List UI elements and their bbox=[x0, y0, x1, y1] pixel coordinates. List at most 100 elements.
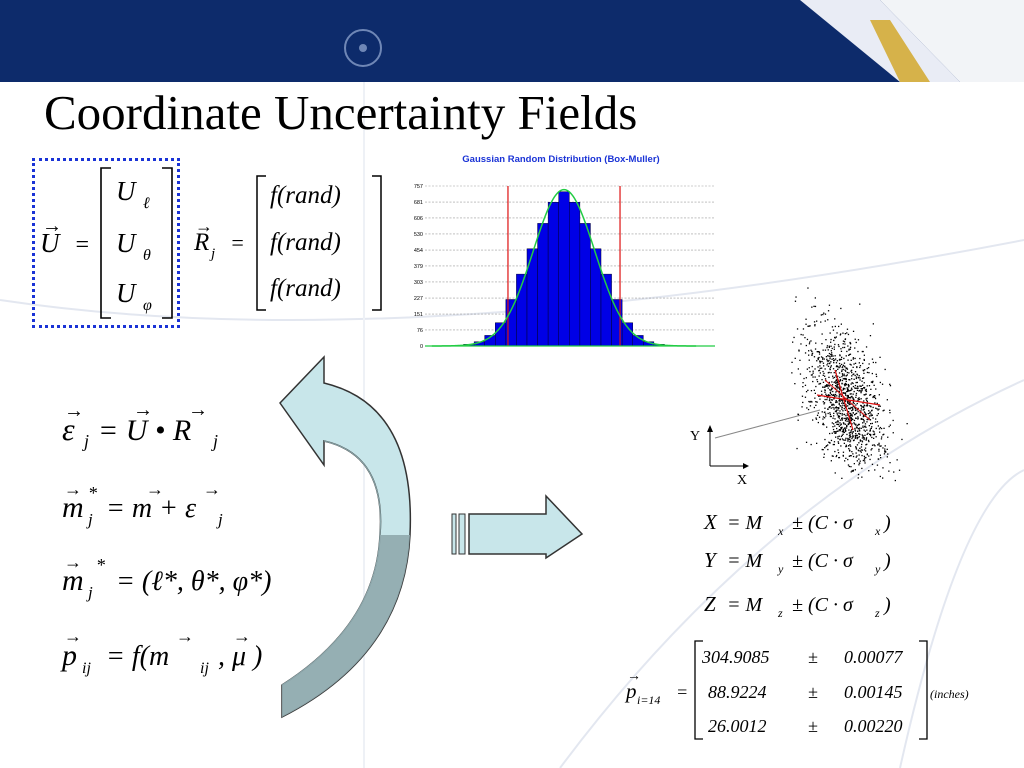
scatter-point bbox=[844, 430, 846, 432]
scatter-point bbox=[879, 405, 881, 407]
scatter-point bbox=[843, 362, 846, 364]
scatter-point bbox=[837, 452, 840, 454]
scatter-point bbox=[844, 398, 846, 400]
scatter-point bbox=[837, 409, 839, 411]
scatter-point bbox=[838, 400, 840, 402]
scatter-point bbox=[806, 368, 808, 370]
scatter-point bbox=[833, 362, 835, 364]
scatter-point bbox=[859, 385, 861, 387]
scatter-point bbox=[822, 381, 825, 383]
scatter-point bbox=[853, 419, 856, 422]
scatter-point bbox=[862, 377, 864, 379]
scatter-point bbox=[856, 427, 858, 429]
scatter-point bbox=[906, 423, 908, 425]
scatter-point bbox=[832, 355, 834, 357]
scatter-point bbox=[863, 359, 865, 361]
scatter-point bbox=[880, 438, 883, 440]
scatter-point bbox=[838, 415, 840, 417]
scatter-point bbox=[832, 428, 835, 431]
scatter-point bbox=[821, 379, 823, 381]
r-row-3: f(rand) bbox=[270, 275, 341, 302]
scatter-point bbox=[846, 332, 848, 334]
scatter-point bbox=[855, 456, 857, 458]
scatter-point bbox=[830, 350, 832, 352]
scatter-point bbox=[816, 442, 818, 444]
scatter-point bbox=[879, 381, 881, 384]
scatter-point bbox=[831, 326, 834, 328]
scatter-point bbox=[850, 455, 852, 457]
scatter-point bbox=[854, 427, 856, 430]
scatter-point bbox=[855, 426, 858, 428]
scatter-point bbox=[871, 381, 873, 383]
scatter-point bbox=[856, 444, 859, 446]
y-tick-label: 303 bbox=[414, 280, 423, 286]
scatter-point bbox=[821, 360, 823, 363]
scatter-point bbox=[847, 440, 849, 442]
scatter-point bbox=[824, 320, 826, 322]
scatter-point bbox=[874, 445, 876, 447]
scatter-point bbox=[833, 431, 835, 433]
scatter-point bbox=[870, 454, 872, 456]
scatter-point bbox=[859, 450, 861, 452]
scatter-point bbox=[811, 354, 813, 356]
scatter-point bbox=[817, 421, 819, 424]
scatter-point bbox=[883, 433, 885, 435]
scatter-point bbox=[830, 341, 832, 343]
scatter-point bbox=[879, 475, 881, 478]
scatter-point bbox=[845, 415, 847, 417]
scatter-point bbox=[841, 430, 843, 433]
scatter-point bbox=[817, 366, 819, 368]
scatter-point bbox=[847, 359, 849, 361]
scatter-point bbox=[872, 361, 874, 364]
scatter-point bbox=[819, 360, 821, 362]
scatter-point bbox=[848, 465, 850, 468]
scatter-point bbox=[837, 416, 839, 418]
scatter-point bbox=[833, 404, 835, 406]
scatter-point bbox=[858, 464, 860, 466]
scatter-point bbox=[876, 464, 879, 466]
scatter-point bbox=[822, 370, 824, 373]
scatter-point bbox=[853, 363, 855, 365]
scatter-point bbox=[847, 401, 849, 403]
scatter-point bbox=[812, 370, 814, 372]
scatter-point bbox=[855, 381, 857, 384]
scatter-point bbox=[839, 388, 841, 390]
scatter-point bbox=[839, 380, 841, 382]
scatter-point bbox=[858, 423, 860, 426]
scatter-point bbox=[839, 419, 841, 421]
u-vector-box bbox=[32, 158, 180, 328]
scatter-point bbox=[856, 402, 858, 405]
scatter-point bbox=[866, 399, 868, 402]
scatter-point bbox=[818, 353, 821, 355]
scatter-point bbox=[868, 372, 870, 374]
scatter-point bbox=[849, 440, 852, 442]
eq-z-rhs: ± (C · σ bbox=[792, 594, 854, 616]
scatter-point bbox=[852, 412, 854, 414]
scatter-point bbox=[811, 350, 813, 353]
scatter-point bbox=[841, 477, 843, 479]
scatter-point bbox=[826, 385, 829, 387]
scatter-point bbox=[838, 415, 841, 417]
scatter-point bbox=[832, 406, 834, 409]
scatter-point bbox=[846, 420, 848, 422]
scatter-axes: Y X bbox=[690, 409, 821, 488]
scatter-point bbox=[836, 365, 838, 367]
scatter-point bbox=[848, 448, 850, 450]
scatter-point bbox=[839, 405, 841, 407]
scatter-point bbox=[869, 433, 871, 435]
scatter-point bbox=[852, 405, 854, 407]
scatter-x-label: X bbox=[737, 473, 747, 488]
scatter-point bbox=[857, 399, 860, 401]
scatter-point bbox=[839, 376, 841, 379]
scatter-point bbox=[873, 437, 875, 439]
y-tick-label: 379 bbox=[414, 264, 423, 270]
scatter-point bbox=[845, 380, 847, 382]
scatter-point bbox=[843, 357, 845, 360]
scatter-point bbox=[826, 426, 828, 428]
scatter-point bbox=[861, 437, 864, 439]
r-eq: = bbox=[230, 230, 245, 255]
scatter-point bbox=[846, 424, 848, 427]
scatter-point bbox=[836, 423, 838, 425]
scatter-point bbox=[884, 450, 886, 452]
scatter-point bbox=[794, 357, 796, 359]
